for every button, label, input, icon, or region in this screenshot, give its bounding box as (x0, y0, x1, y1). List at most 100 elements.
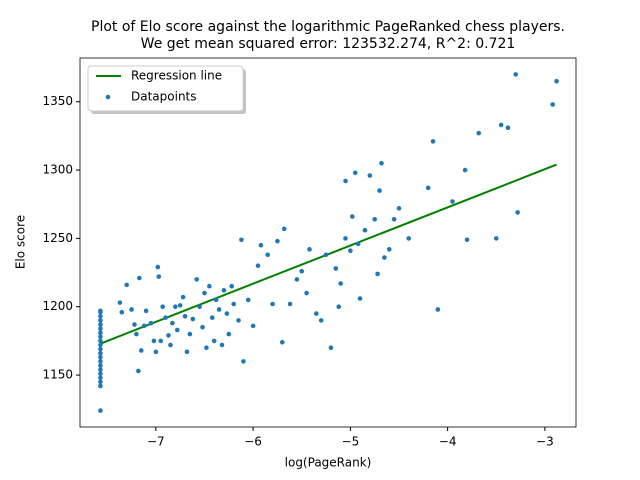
x-tick-label: −4 (439, 435, 457, 449)
data-point (98, 383, 103, 389)
data-point (328, 345, 334, 351)
data-point (207, 283, 212, 289)
axes-frame (79, 57, 577, 428)
data-point (211, 338, 217, 344)
legend-label: Regression line (131, 69, 222, 83)
data-point (98, 375, 103, 381)
data-point (124, 282, 129, 288)
data-point (299, 268, 305, 274)
data-point (377, 188, 382, 193)
regression-line (100, 163, 557, 345)
data-point (515, 210, 520, 215)
data-point (221, 288, 227, 293)
data-point (367, 173, 373, 178)
data-point (355, 241, 361, 247)
data-point (168, 342, 173, 348)
chart-title: Plot of Elo score against the logarithmi… (91, 19, 565, 35)
data-point (396, 206, 402, 211)
x-tick-label: −7 (147, 435, 165, 449)
data-point (229, 283, 235, 289)
data-point (554, 78, 559, 84)
data-point (98, 322, 103, 327)
data-point (323, 252, 329, 258)
data-point (98, 342, 103, 348)
y-tick-label: 1200 (42, 299, 73, 313)
data-point (294, 277, 300, 282)
data-point (163, 315, 168, 320)
data-point (362, 227, 368, 233)
data-point (462, 167, 468, 173)
y-tick-label: 1300 (42, 163, 73, 177)
data-point (197, 304, 202, 310)
data-point (307, 247, 312, 252)
data-point (143, 308, 149, 314)
x-tick-label: −3 (536, 435, 554, 449)
data-point (166, 333, 171, 338)
data-point (182, 314, 188, 319)
data-point (250, 323, 256, 329)
data-point (98, 359, 103, 364)
data-point (98, 350, 103, 356)
data-point (281, 226, 287, 232)
data-point (348, 248, 353, 253)
data-point (430, 139, 436, 144)
data-point (425, 185, 431, 191)
data-point (406, 236, 412, 241)
x-tick-label: −5 (342, 435, 360, 449)
data-point (372, 216, 377, 222)
data-point (158, 338, 164, 344)
data-point (382, 255, 387, 260)
data-point (352, 170, 358, 176)
data-point (338, 281, 343, 286)
data-point (209, 315, 215, 320)
data-point (98, 308, 103, 314)
data-point (194, 277, 200, 282)
data-point (224, 311, 230, 316)
data-point (219, 342, 225, 348)
data-point (241, 359, 246, 364)
data-point (180, 294, 186, 300)
data-point (190, 316, 196, 322)
data-point (160, 304, 165, 310)
data-point (156, 274, 162, 279)
legend-label: Datapoints (131, 90, 197, 104)
data-point (202, 290, 207, 296)
data-point (174, 327, 180, 333)
data-point (98, 379, 103, 385)
data-point (98, 355, 103, 360)
data-point (136, 368, 141, 374)
data-point (239, 237, 244, 243)
data-point (98, 408, 103, 413)
data-point (129, 307, 134, 312)
data-point (343, 236, 348, 241)
data-point (200, 324, 205, 330)
data-point (151, 338, 157, 344)
data-point (141, 323, 147, 329)
data-point (505, 125, 511, 130)
data-point (357, 296, 363, 301)
data-point (184, 349, 190, 355)
data-point (304, 290, 309, 296)
data-point (226, 331, 232, 337)
data-point (391, 216, 397, 222)
data-point (213, 297, 219, 303)
data-point (343, 178, 348, 184)
data-point (375, 271, 380, 277)
data-point (236, 318, 241, 323)
data-point (318, 318, 324, 323)
data-point (187, 331, 193, 337)
data-point (350, 214, 355, 219)
data-point (98, 334, 103, 340)
chart-subtitle: We get mean squared error: 123532.274, R… (141, 36, 516, 52)
data-point (98, 346, 103, 352)
y-tick-label: 1250 (42, 231, 73, 245)
data-point (177, 303, 183, 308)
data-point (379, 160, 384, 166)
data-point (119, 309, 125, 315)
data-point (450, 199, 455, 204)
data-point (155, 264, 161, 270)
data-point (148, 320, 154, 326)
data-point (173, 304, 178, 310)
data-point (137, 275, 142, 281)
data-point (98, 363, 103, 368)
